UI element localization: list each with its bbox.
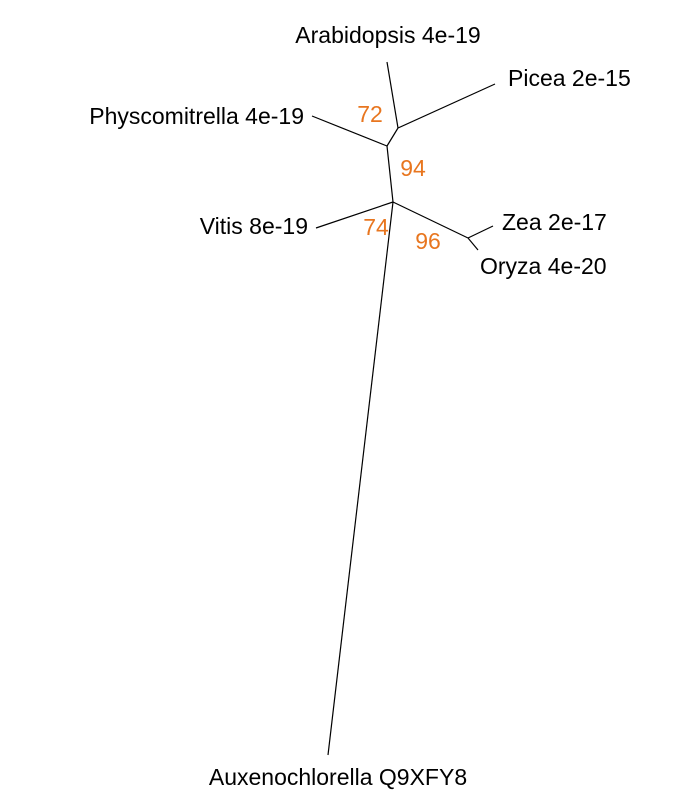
taxon-label: Picea 2e-15 [508,65,631,91]
branch [386,145,394,203]
bootstrap-value: 74 [363,214,389,240]
branch [386,127,399,147]
branch [311,115,388,147]
bootstrap-value: 96 [415,228,441,254]
branch [386,61,399,129]
taxon-label: Vitis 8e-19 [200,213,308,239]
taxon-label: Zea 2e-17 [502,209,607,235]
bootstrap-value: 72 [357,101,383,127]
taxon-label: Arabidopsis 4e-19 [295,22,480,48]
taxon-label: Physcomitrella 4e-19 [89,103,304,129]
branches [311,61,496,756]
branch [397,83,496,129]
branch [467,237,479,251]
taxon-label: Oryza 4e-20 [480,253,607,279]
branch [467,225,494,239]
branch [392,201,469,239]
branch [327,201,394,756]
branch [315,201,394,229]
taxon-label: Auxenochlorella Q9XFY8 [209,764,467,790]
bootstrap-value: 94 [400,155,426,181]
